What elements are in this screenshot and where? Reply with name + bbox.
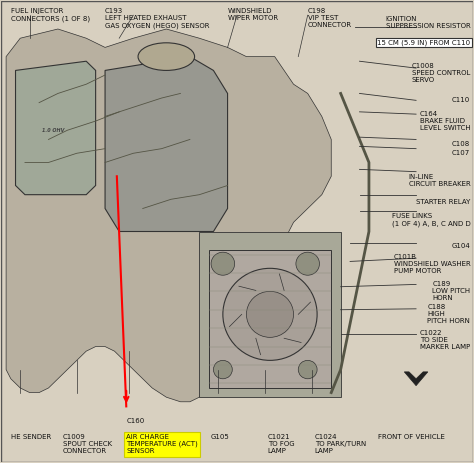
- Text: FRONT OF VEHICLE: FRONT OF VEHICLE: [378, 434, 445, 440]
- Text: C1008
SPEED CONTROL
SERVO: C1008 SPEED CONTROL SERVO: [412, 63, 470, 83]
- Polygon shape: [16, 61, 96, 194]
- Circle shape: [211, 252, 235, 275]
- Text: HE SENDER: HE SENDER: [11, 434, 51, 440]
- Text: C189
LOW PITCH
HORN: C189 LOW PITCH HORN: [432, 282, 470, 301]
- Text: C110: C110: [452, 97, 470, 103]
- Text: C1022
TO SIDE
MARKER LAMP: C1022 TO SIDE MARKER LAMP: [420, 330, 470, 350]
- Text: C198
VIP TEST
CONNECTOR: C198 VIP TEST CONNECTOR: [308, 8, 352, 28]
- Bar: [209, 250, 331, 388]
- Text: FUSE LINKS
(1 OF 4) A, B, C AND D: FUSE LINKS (1 OF 4) A, B, C AND D: [392, 213, 470, 227]
- Text: G104: G104: [452, 243, 470, 249]
- Text: IGNITION
SUPPRESSION RESISTOR: IGNITION SUPPRESSION RESISTOR: [385, 16, 470, 29]
- Circle shape: [298, 360, 317, 379]
- Circle shape: [223, 269, 317, 360]
- Text: AIR CHARGE
TEMPERATURE (ACT)
SENSOR: AIR CHARGE TEMPERATURE (ACT) SENSOR: [126, 434, 198, 455]
- Polygon shape: [199, 232, 341, 397]
- Text: WINDSHIELD
WIPER MOTOR: WINDSHIELD WIPER MOTOR: [228, 8, 278, 21]
- Text: 15 CM (5.9 IN) FROM C110: 15 CM (5.9 IN) FROM C110: [377, 39, 470, 46]
- Polygon shape: [404, 372, 428, 386]
- Text: C193
LEFT HEATED EXHAUST
GAS OXYGEN (HEGO) SENSOR: C193 LEFT HEATED EXHAUST GAS OXYGEN (HEG…: [105, 8, 210, 29]
- Circle shape: [246, 291, 293, 338]
- Circle shape: [213, 360, 232, 379]
- Text: STARTER RELAY: STARTER RELAY: [416, 199, 470, 205]
- Text: C1021
TO FOG
LAMP: C1021 TO FOG LAMP: [268, 434, 294, 454]
- Text: C1009
SPOUT CHECK
CONNECTOR: C1009 SPOUT CHECK CONNECTOR: [63, 434, 112, 454]
- Text: IN-LINE
CIRCUIT BREAKER: IN-LINE CIRCUIT BREAKER: [409, 175, 470, 188]
- Polygon shape: [6, 29, 331, 402]
- Ellipse shape: [138, 43, 195, 70]
- Text: C1024
TO PARK/TURN
LAMP: C1024 TO PARK/TURN LAMP: [315, 434, 366, 454]
- Text: G105: G105: [211, 434, 230, 440]
- Text: C101B
WINDSHIELD WASHER
PUMP MOTOR: C101B WINDSHIELD WASHER PUMP MOTOR: [393, 254, 470, 274]
- Text: C160: C160: [126, 418, 145, 424]
- Text: 1.0 OHV: 1.0 OHV: [42, 128, 64, 133]
- Text: C164
BRAKE FLUID
LEVEL SWITCH: C164 BRAKE FLUID LEVEL SWITCH: [419, 111, 470, 131]
- Polygon shape: [105, 56, 228, 232]
- Text: FUEL INJECTOR
CONNECTORS (1 OF 8): FUEL INJECTOR CONNECTORS (1 OF 8): [11, 8, 90, 22]
- Circle shape: [296, 252, 319, 275]
- Text: C188
HIGH
PITCH HORN: C188 HIGH PITCH HORN: [428, 304, 470, 325]
- Text: C107: C107: [452, 150, 470, 156]
- Text: C108: C108: [452, 141, 470, 147]
